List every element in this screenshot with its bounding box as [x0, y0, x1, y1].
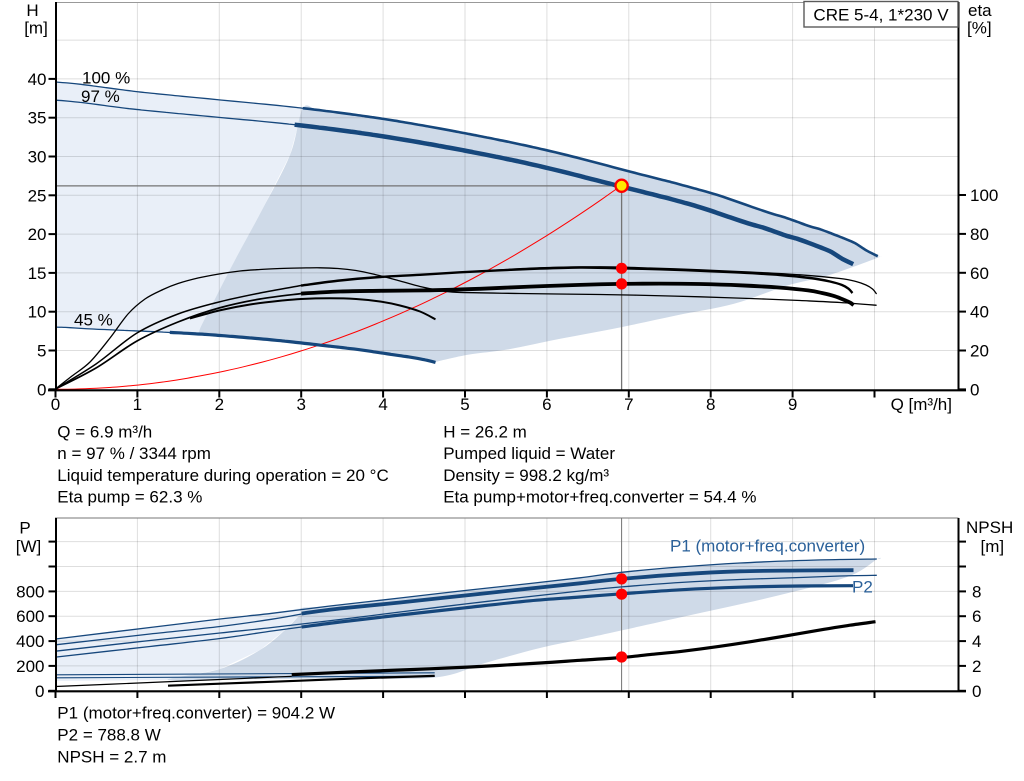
- svg-text:6: 6: [972, 607, 981, 626]
- svg-text:5: 5: [460, 395, 469, 414]
- svg-text:4: 4: [972, 632, 981, 651]
- svg-text:0: 0: [972, 682, 981, 701]
- svg-text:3: 3: [296, 395, 305, 414]
- svg-text:Liquid temperature during oper: Liquid temperature during operation = 20…: [57, 466, 388, 485]
- svg-text:40: 40: [970, 303, 989, 322]
- svg-text:800: 800: [16, 582, 44, 601]
- svg-text:6: 6: [542, 395, 551, 414]
- svg-text:35: 35: [28, 109, 47, 128]
- svg-text:2: 2: [972, 657, 981, 676]
- svg-text:25: 25: [28, 186, 47, 205]
- svg-text:0: 0: [51, 395, 60, 414]
- svg-text:[%]: [%]: [967, 19, 992, 38]
- svg-text:P1 (motor+freq.converter) = 90: P1 (motor+freq.converter) = 904.2 W: [57, 703, 335, 722]
- svg-text:2: 2: [215, 395, 224, 414]
- svg-text:P: P: [19, 519, 30, 538]
- svg-text:60: 60: [970, 264, 989, 283]
- svg-text:10: 10: [28, 303, 47, 322]
- svg-text:97 %: 97 %: [81, 87, 120, 106]
- svg-text:600: 600: [16, 607, 44, 626]
- svg-text:n = 97 % / 3344 rpm: n = 97 % / 3344 rpm: [57, 444, 211, 463]
- svg-text:P2: P2: [852, 578, 873, 597]
- svg-text:20: 20: [28, 225, 47, 244]
- svg-text:7: 7: [624, 395, 633, 414]
- svg-text:80: 80: [970, 225, 989, 244]
- svg-text:CRE 5-4, 1*230 V: CRE 5-4, 1*230 V: [813, 6, 949, 25]
- svg-text:20: 20: [970, 342, 989, 361]
- svg-text:P2 = 788.8 W: P2 = 788.8 W: [57, 726, 160, 745]
- svg-text:H = 26.2 m: H = 26.2 m: [443, 422, 527, 441]
- svg-text:[W]: [W]: [16, 537, 42, 556]
- svg-text:[m]: [m]: [981, 537, 1005, 556]
- svg-text:8: 8: [972, 582, 981, 601]
- svg-text:100: 100: [970, 186, 998, 205]
- svg-text:1: 1: [133, 395, 142, 414]
- svg-text:eta: eta: [968, 1, 992, 20]
- svg-text:Q [m³/h]: Q [m³/h]: [891, 395, 952, 414]
- svg-text:30: 30: [28, 148, 47, 167]
- svg-text:[m]: [m]: [24, 19, 48, 38]
- svg-text:NPSH = 2.7 m: NPSH = 2.7 m: [57, 748, 166, 767]
- svg-text:0: 0: [970, 380, 979, 399]
- svg-text:40: 40: [28, 70, 47, 89]
- svg-text:400: 400: [16, 632, 44, 651]
- svg-text:Eta pump = 62.3 %: Eta pump = 62.3 %: [57, 488, 202, 507]
- svg-text:Eta pump+motor+freq.converter: Eta pump+motor+freq.converter = 54.4 %: [443, 488, 756, 507]
- svg-text:4: 4: [378, 395, 387, 414]
- svg-text:5: 5: [37, 342, 46, 361]
- svg-text:0: 0: [37, 380, 46, 399]
- svg-text:8: 8: [706, 395, 715, 414]
- svg-text:45 %: 45 %: [74, 311, 113, 330]
- svg-text:NPSH: NPSH: [966, 518, 1013, 537]
- svg-text:P1 (motor+freq.converter): P1 (motor+freq.converter): [670, 537, 865, 556]
- svg-text:Pumped liquid = Water: Pumped liquid = Water: [443, 444, 615, 463]
- svg-text:H: H: [26, 1, 38, 20]
- svg-text:Q = 6.9 m³/h: Q = 6.9 m³/h: [57, 422, 152, 441]
- svg-text:15: 15: [28, 264, 47, 283]
- svg-text:Density = 998.2 kg/m³: Density = 998.2 kg/m³: [443, 466, 609, 485]
- svg-text:200: 200: [16, 657, 44, 676]
- svg-text:9: 9: [788, 395, 797, 414]
- svg-text:100 %: 100 %: [82, 69, 130, 88]
- svg-text:0: 0: [35, 682, 44, 701]
